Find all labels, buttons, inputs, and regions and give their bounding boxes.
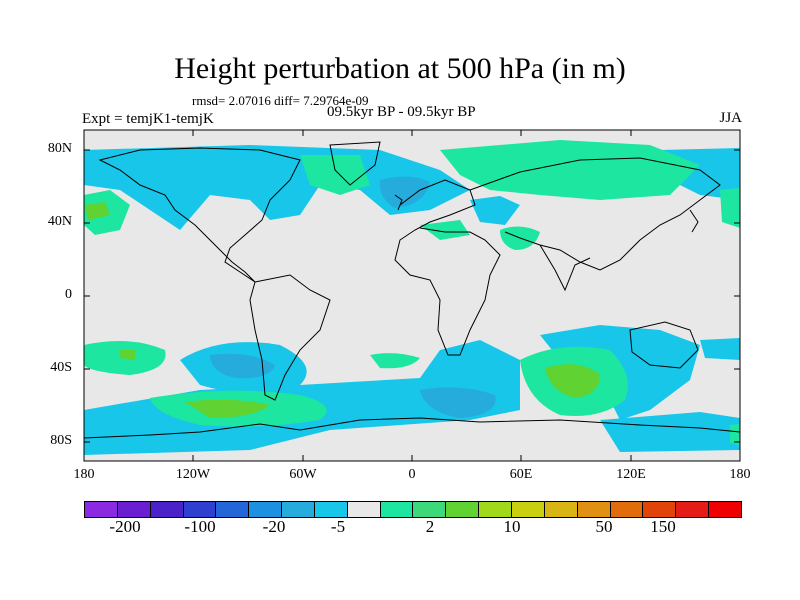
colorbar-label: 2 (425, 517, 435, 536)
coastline-uk (394, 194, 403, 211)
colorbar-swatch (85, 502, 118, 517)
contour-region (210, 353, 275, 379)
lat-label-40n: 40N (47, 214, 72, 229)
colorbar-label: -100 (184, 517, 216, 536)
colorbar-swatch (216, 502, 250, 517)
colorbar-swatch (150, 502, 184, 517)
contour-region (370, 353, 420, 369)
contour-region (600, 412, 740, 452)
coastline-greenland (329, 141, 381, 186)
colorbar-swatch (610, 502, 644, 517)
colorbar-swatch (544, 502, 578, 517)
coastline-australia (629, 321, 699, 369)
lon-label-60w: 60W (289, 467, 317, 482)
lat-label-0: 0 (65, 287, 72, 302)
colorbar-swatch (117, 502, 151, 517)
colorbar-swatch (183, 502, 217, 517)
lon-label-180e: 180 (729, 467, 751, 482)
colorbar-swatch (347, 502, 381, 517)
coastline-europe-africa (394, 179, 501, 356)
colorbar-label: 50 (595, 517, 613, 536)
axis-ticks (84, 130, 740, 461)
colorbar-label: -20 (262, 517, 286, 536)
colorbar-swatch (380, 502, 414, 517)
lon-label-0: 0 (408, 467, 416, 482)
period-label: 09.5kyr BP - 09.5kyr BP (327, 104, 476, 120)
coastlines (84, 141, 740, 439)
lat-label-40s: 40S (50, 360, 72, 375)
contour-region (379, 176, 430, 208)
coastline-india (539, 244, 591, 292)
contour-region (185, 399, 270, 418)
stats-text: rmsd= 2.07016 diff= 7.29764e-09 (192, 93, 369, 108)
colorbar-label: 10 (503, 517, 521, 536)
experiment-label: Expt = temjK1-temjK (82, 111, 214, 127)
colorbar-swatch (479, 502, 512, 517)
colorbar-swatch (314, 502, 348, 517)
coastline-asia (469, 157, 721, 271)
colorbar-swatch (577, 502, 611, 517)
lat-label-80s: 80S (50, 433, 72, 448)
contour-region (545, 364, 600, 398)
contour-region (120, 350, 135, 360)
lat-label-80n: 80N (47, 141, 72, 156)
map-title: Height perturbation at 500 hPa (in m) (174, 52, 626, 85)
lon-label-180w: 180 (73, 467, 95, 482)
season-label: JJA (719, 110, 742, 126)
contour-region (700, 338, 740, 360)
coastline-north-america (98, 147, 301, 283)
colorbar-swatch (511, 502, 545, 517)
colorbar-swatch (282, 502, 315, 517)
lon-label-120w: 120W (175, 467, 211, 482)
lon-label-120e: 120E (616, 467, 646, 482)
colorbar-swatch (249, 502, 283, 517)
colorbar-swatch (643, 502, 677, 517)
colorbar-swatch (446, 502, 480, 517)
contour-region (440, 140, 700, 200)
contour-region (720, 188, 740, 228)
contour-region (730, 424, 740, 445)
lon-label-60e: 60E (509, 467, 533, 482)
colorbar-label: -200 (109, 517, 141, 536)
coastline-antarctica (84, 417, 740, 439)
coastline-japan (689, 209, 699, 233)
colorbar-label: -5 (330, 517, 346, 536)
colorbar-swatch (676, 502, 710, 517)
contour-region (420, 387, 496, 418)
contour-region (300, 155, 370, 195)
colorbar-swatch (709, 502, 741, 517)
coastline-south-america (249, 274, 331, 401)
colorbar (84, 501, 742, 518)
colorbar-swatch (413, 502, 447, 517)
contour-region (470, 196, 520, 225)
contour-region (420, 220, 470, 240)
contour-region (85, 202, 110, 220)
colorbar-label: 150 (650, 517, 676, 536)
